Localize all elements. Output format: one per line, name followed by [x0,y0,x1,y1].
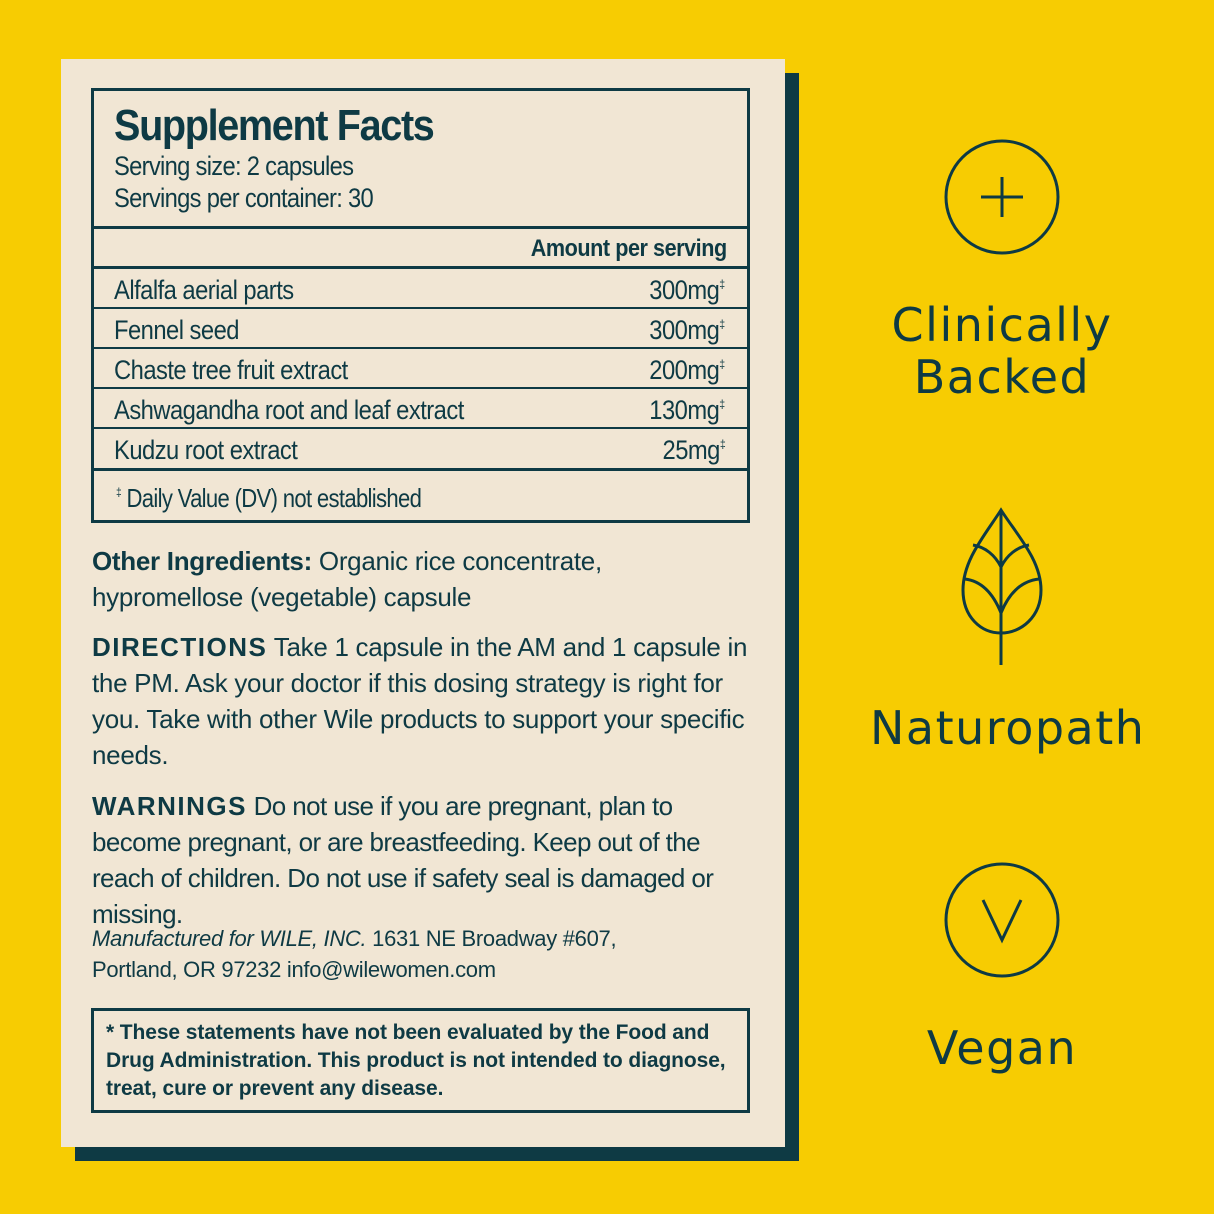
ingredient-row: Ashwagandha root and leaf extract 130mg‡ [94,389,747,429]
ingredient-name: Kudzu root extract [114,435,298,465]
ingredient-amount: 300mg‡ [649,315,726,346]
footnote: ‡ Daily Value (DV) not established [116,483,422,514]
badge-line: Backed [913,350,1091,404]
other-ingredients: Other Ingredients: Organic rice concentr… [92,543,652,615]
amount-value: 200mg [649,355,721,385]
plus-circle-icon [944,139,1060,255]
ingredient-row: Fennel seed 300mg‡ [94,309,747,349]
amount-value: 130mg [649,395,721,425]
directions-label: DIRECTIONS [92,632,268,662]
fda-disclaimer: * These statements have not been evaluat… [91,1008,750,1113]
directions-text: Take 1 capsule in the AM and 1 capsule i… [92,632,748,770]
ingredient-amount: 25mg‡ [662,435,725,466]
badge-naturopath: Naturopath [870,701,1146,755]
manufacturer-address: 1631 NE Broadway #607, [366,926,617,951]
warnings: WARNINGS Do not use if you are pregnant,… [92,788,758,932]
directions: DIRECTIONS Take 1 capsule in the AM and … [92,629,752,773]
supplement-facts-table: Supplement Facts Serving size: 2 capsule… [91,88,750,523]
dv-mark: ‡ [719,277,726,291]
warnings-label: WARNINGS [92,791,247,821]
ingredient-row: Kudzu root extract 25mg‡ [94,429,747,471]
other-ingredients-label: Other Ingredients: [92,546,312,576]
dv-mark: ‡ [719,317,726,331]
v-circle-icon [944,862,1060,978]
ingredient-amount: 200mg‡ [649,355,726,386]
manufacturer-contact: Portland, OR 97232 info@wilewomen.com [92,957,496,982]
warnings-text: Do not use if you are pregnant, plan to … [92,791,714,929]
dv-mark: ‡ [719,397,726,411]
badge-clinically-backed: Clinically Backed [870,299,1134,403]
footnote-text: Daily Value (DV) not established [126,483,422,513]
amount-header: Amount per serving [531,235,727,262]
serving-size: Serving size: 2 capsules [114,151,354,181]
dv-mark: ‡ [719,437,726,451]
facts-title: Supplement Facts [114,101,435,150]
amount-value: 300mg [649,275,721,305]
ingredient-row: Alfalfa aerial parts 300mg‡ [94,269,747,309]
ingredient-row: Chaste tree fruit extract 200mg‡ [94,349,747,389]
ingredient-name: Alfalfa aerial parts [114,275,294,305]
supplement-label-card: Supplement Facts Serving size: 2 capsule… [61,59,785,1147]
badge-line: Clinically [891,298,1113,352]
amount-value: 300mg [649,315,721,345]
manufacturer-label: Manufactured for WILE, INC. [92,926,367,951]
amount-value: 25mg [662,435,720,465]
footnote-mark: ‡ [116,485,122,499]
badge-vegan: Vegan [926,1021,1078,1075]
ingredient-amount: 130mg‡ [649,395,726,426]
amount-header-row: Amount per serving [94,229,747,269]
servings-per-container: Servings per container: 30 [114,183,374,213]
ingredient-name: Fennel seed [114,315,240,345]
ingredient-name: Chaste tree fruit extract [114,355,348,385]
facts-header: Supplement Facts Serving size: 2 capsule… [94,91,747,229]
manufacturer: Manufactured for WILE, INC. 1631 NE Broa… [92,923,617,985]
other-ingredients-text: Organic rice concentrate, hypromellose (… [92,546,602,612]
leaf-icon [961,507,1043,665]
dv-mark: ‡ [719,357,726,371]
ingredient-name: Ashwagandha root and leaf extract [114,395,464,425]
ingredient-amount: 300mg‡ [649,275,726,306]
